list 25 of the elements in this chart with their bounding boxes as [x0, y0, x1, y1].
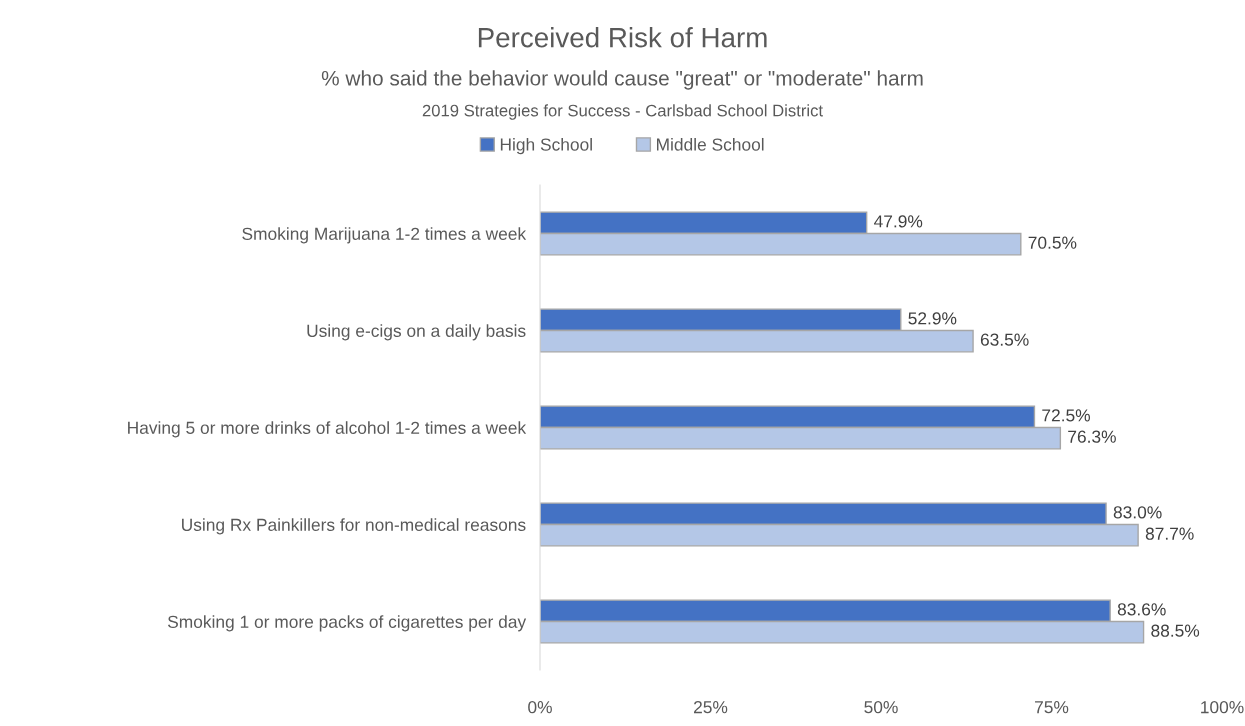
data-label: 88.5%	[1151, 624, 1200, 637]
y-tick-label: Having 5 or more drinks of alcohol 1-2 times a week	[128, 421, 527, 438]
data-label: 72.5%	[1042, 409, 1090, 422]
chart-subtitle: % who said the behavior would cause "great" or "moderate" harm	[321, 70, 923, 90]
data-label: 52.9%	[908, 312, 957, 325]
y-tick-label: Smoking 1 or more packs of cigarettes per day	[167, 615, 527, 632]
y-tick-label: Using e-cigs on a daily basis	[307, 324, 526, 341]
x-tick-label: 0%	[528, 701, 552, 714]
legend-label: High School	[500, 137, 592, 155]
chart-title: Perceived Risk of Harm	[478, 27, 767, 48]
y-tick-label: Smoking Marijuana 1-2 times a week	[242, 227, 527, 244]
data-label: 63.5%	[980, 333, 1029, 346]
x-tick-label: 100%	[1201, 701, 1244, 714]
data-label: 70.5%	[1028, 236, 1077, 249]
y-tick-label: Using Rx Painkillers for non-medical reasons	[182, 518, 526, 535]
x-tick-label: 50%	[864, 701, 898, 714]
data-label: 83.0%	[1113, 506, 1162, 519]
legend-label: Middle School	[657, 137, 764, 151]
data-label: 87.7%	[1145, 527, 1194, 540]
x-tick-label: 75%	[1035, 701, 1069, 714]
x-tick-label: 25%	[694, 701, 728, 714]
data-label: 83.6%	[1117, 603, 1166, 616]
data-label: 47.9%	[874, 215, 923, 228]
text: 2019 Strategies for Success - Carlsbad School District	[422, 104, 823, 120]
data-label: 76.3%	[1068, 430, 1116, 443]
